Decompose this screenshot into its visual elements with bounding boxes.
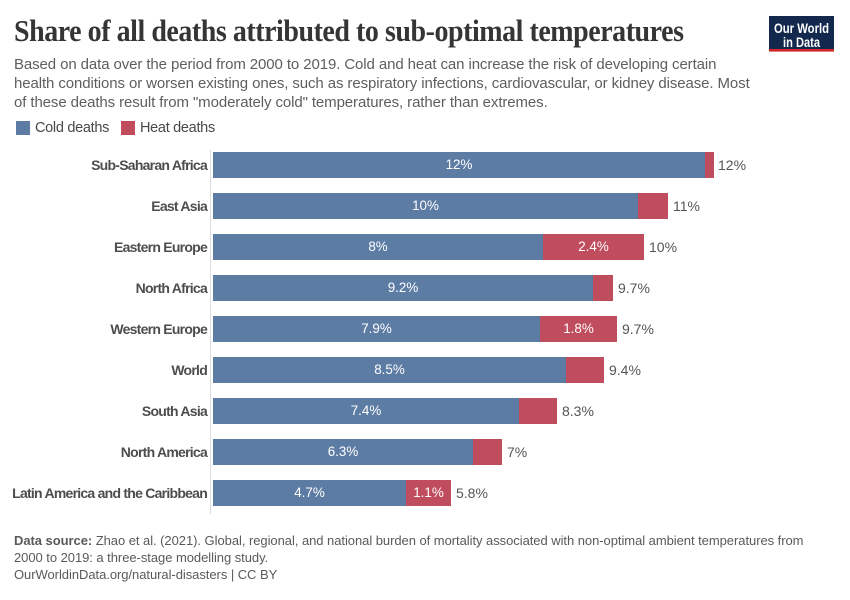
svg-text:in Data: in Data <box>783 35 820 50</box>
svg-text:Our World: Our World <box>774 21 829 36</box>
